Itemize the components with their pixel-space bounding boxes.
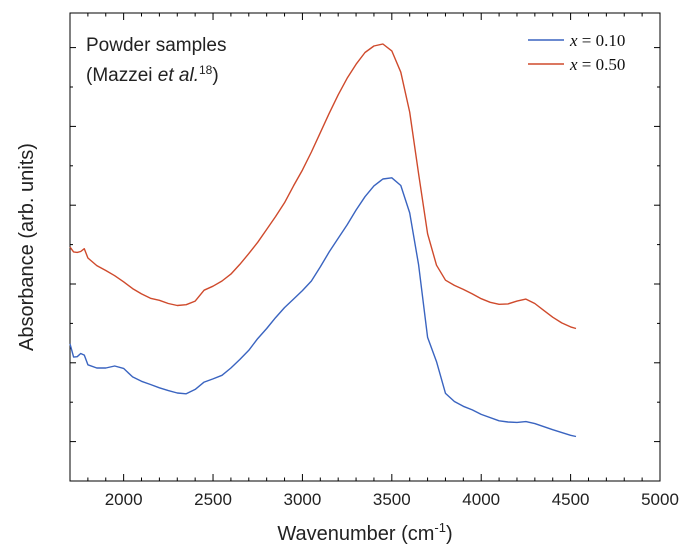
annotation-line-1: Powder samples — [86, 35, 226, 56]
x-tick-label: 4000 — [462, 490, 500, 509]
x-tick-label: 3500 — [373, 490, 411, 509]
annotation-citation-open: (Mazzei — [86, 65, 158, 86]
legend-value-2: = 0.50 — [578, 55, 626, 74]
x-tick-label: 2500 — [194, 490, 232, 509]
x-tick-label: 2000 — [105, 490, 143, 509]
x-tick-label: 3000 — [284, 490, 322, 509]
legend: x = 0.10x = 0.50 — [528, 31, 625, 74]
x-tick-label: 4500 — [552, 490, 590, 509]
legend-label-1: x = 0.10 — [569, 31, 625, 50]
y-axis-label: Absorbance (arb. units) — [16, 143, 38, 351]
y-axis-ticks — [70, 47, 660, 443]
annotation-citation-close: ) — [212, 65, 218, 86]
series-line-2 — [69, 43, 577, 330]
legend-variable-1: x — [569, 31, 578, 50]
legend-value-1: = 0.10 — [578, 31, 626, 50]
annotation-line-2: (Mazzei et al.18) — [86, 63, 219, 86]
x-axis-ticks: 2000 2500 3000 3500 4000 4500 5000 — [87, 13, 679, 509]
x-axis-label-close: ) — [446, 523, 453, 545]
series-layer — [69, 43, 577, 438]
annotation-citation-authors: et al. — [158, 65, 199, 86]
x-axis-label-main: Wavenumber (cm — [277, 523, 434, 545]
x-tick-label: 5000 — [641, 490, 679, 509]
plot-border — [69, 12, 661, 482]
annotation: Powder samples (Mazzei et al.18) — [86, 35, 226, 86]
legend-variable-2: x — [569, 55, 578, 74]
x-axis-label: Wavenumber (cm-1) — [277, 520, 452, 545]
legend-label-2: x = 0.50 — [569, 55, 625, 74]
plot-area — [69, 12, 661, 482]
x-axis-label-superscript: -1 — [434, 520, 446, 535]
series-line-1 — [69, 177, 577, 438]
annotation-citation-ref: 18 — [199, 63, 213, 77]
